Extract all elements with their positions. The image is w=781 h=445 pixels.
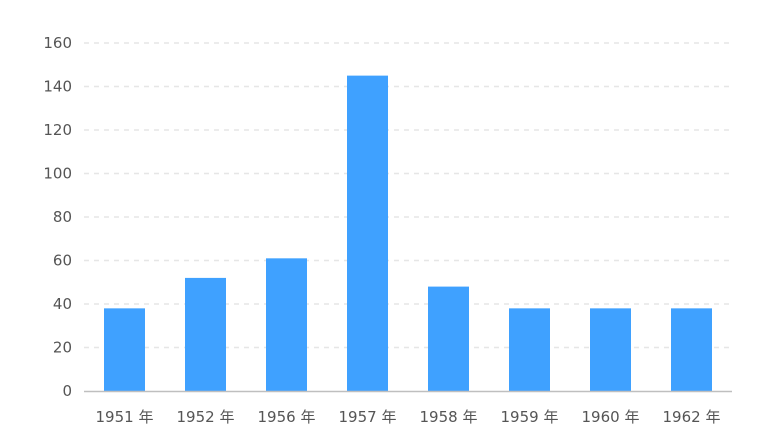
- y-tick-label: 20: [53, 339, 72, 357]
- y-tick-label: 100: [43, 165, 72, 183]
- x-tick-label: 1952 年: [177, 408, 235, 426]
- bar[interactable]: [428, 286, 469, 391]
- bars: [104, 75, 712, 391]
- x-tick-label: 1951 年: [96, 408, 154, 426]
- x-tick-label: 1957 年: [339, 408, 397, 426]
- x-tick-label: 1962 年: [663, 408, 721, 426]
- bar[interactable]: [671, 308, 712, 391]
- bar[interactable]: [347, 75, 388, 391]
- y-tick-label: 140: [43, 78, 72, 96]
- bar[interactable]: [509, 308, 550, 391]
- bar[interactable]: [590, 308, 631, 391]
- x-tick-label: 1956 年: [258, 408, 316, 426]
- y-tick-label: 80: [53, 208, 72, 226]
- bar[interactable]: [104, 308, 145, 391]
- y-tick-label: 60: [53, 252, 72, 270]
- y-tick-label: 40: [53, 295, 72, 313]
- x-tick-label: 1960 年: [582, 408, 640, 426]
- y-axis-ticks: 0 20 40 60 80 100 120 140 160: [43, 34, 72, 400]
- bar[interactable]: [266, 258, 307, 391]
- x-tick-label: 1959 年: [501, 408, 559, 426]
- y-tick-label: 120: [43, 121, 72, 139]
- bar[interactable]: [185, 277, 226, 391]
- x-tick-label: 1958 年: [420, 408, 478, 426]
- x-axis-ticks: 1951 年 1952 年 1956 年 1957 年 1958 年 1959 年 1960…: [96, 408, 721, 426]
- y-tick-label: 0: [62, 382, 72, 400]
- y-tick-label: 160: [43, 34, 72, 52]
- grid-layer: [84, 42, 732, 349]
